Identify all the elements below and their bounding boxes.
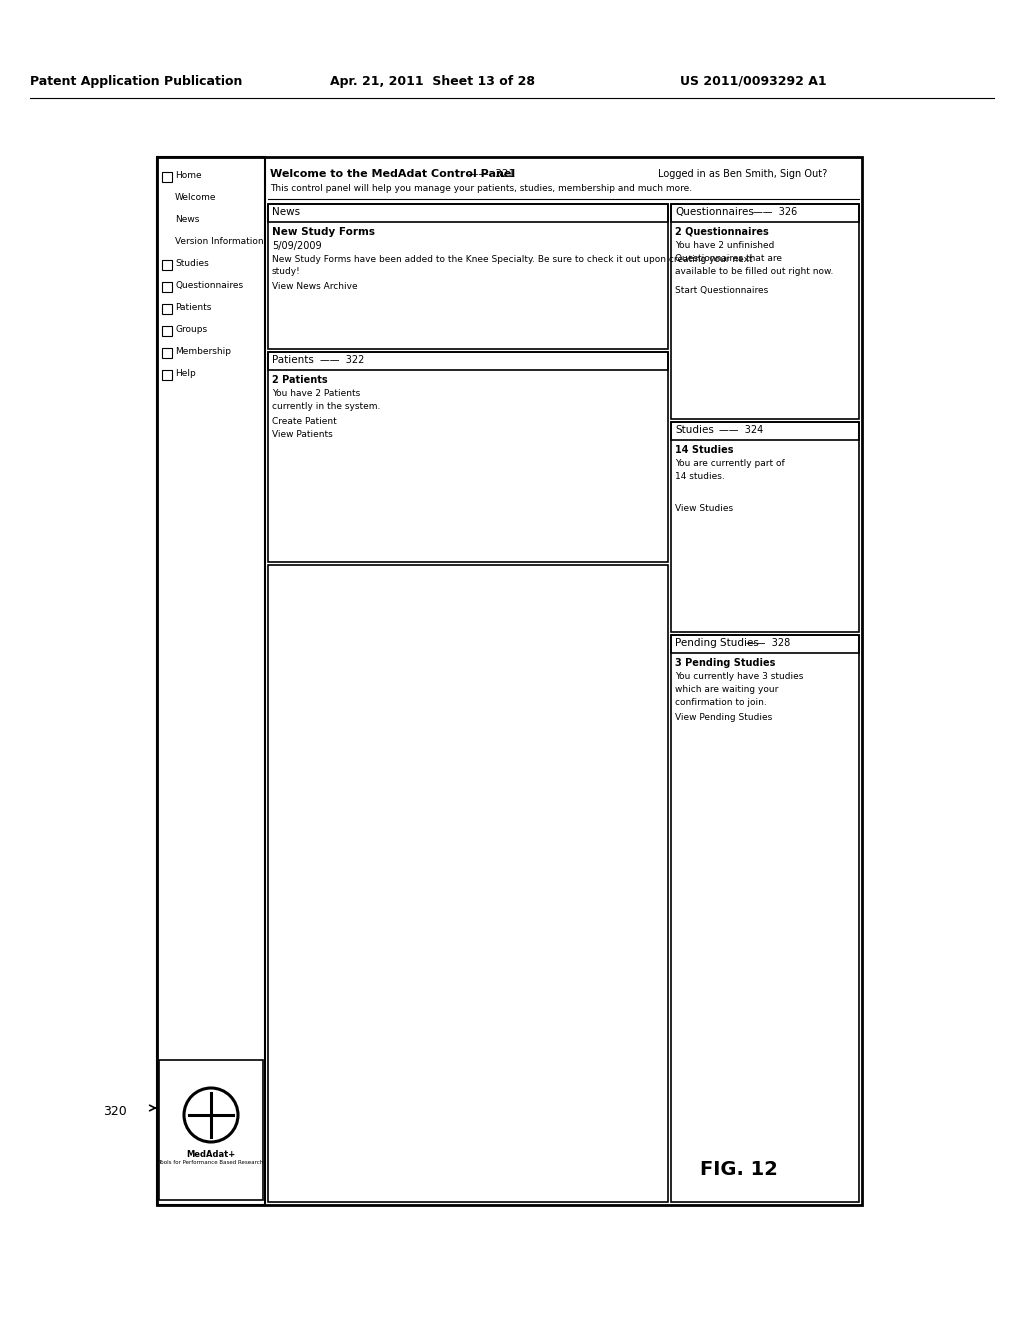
Bar — [671, 205, 859, 222]
Text: Questionnaires: Questionnaires — [675, 207, 754, 216]
Text: 14 Studies: 14 Studies — [675, 445, 733, 455]
Text: ——  322: —— 322 — [319, 355, 365, 366]
Text: study!: study! — [272, 267, 301, 276]
Bar — [162, 370, 172, 380]
Text: View Patients: View Patients — [272, 430, 333, 440]
Text: News: News — [272, 207, 300, 216]
Bar — [162, 304, 172, 314]
Bar — [157, 157, 862, 1205]
Bar — [162, 348, 172, 358]
Bar — [671, 635, 859, 653]
Bar — [671, 205, 859, 418]
Text: Patients: Patients — [175, 304, 211, 312]
Bar — [162, 282, 172, 292]
Bar — [162, 326, 172, 337]
Text: View Studies: View Studies — [675, 504, 733, 513]
Text: 2 Questionnaires: 2 Questionnaires — [675, 227, 769, 238]
Text: Patent Application Publication: Patent Application Publication — [30, 75, 243, 88]
Bar — [671, 422, 859, 632]
Text: Questionnaires: Questionnaires — [175, 281, 243, 290]
Text: available to be filled out right now.: available to be filled out right now. — [675, 267, 834, 276]
Bar — [268, 565, 668, 1203]
Text: ——  324: —— 324 — [719, 425, 763, 436]
Text: Welcome to the MedAdat Control Panel: Welcome to the MedAdat Control Panel — [270, 169, 515, 180]
Text: Tools for Performance Based Research: Tools for Performance Based Research — [159, 1160, 263, 1166]
Bar — [268, 352, 668, 562]
Text: ——  328: —— 328 — [746, 638, 791, 648]
Text: You have 2 Patients: You have 2 Patients — [272, 389, 360, 399]
Text: Logged in as Ben Smith, Sign Out?: Logged in as Ben Smith, Sign Out? — [658, 169, 827, 180]
Text: Membership: Membership — [175, 347, 231, 356]
Bar — [671, 422, 859, 440]
Text: 2 Patients: 2 Patients — [272, 375, 328, 385]
Text: News: News — [175, 215, 200, 224]
Bar — [268, 352, 668, 370]
Text: You are currently part of: You are currently part of — [675, 459, 784, 469]
Text: Version Information: Version Information — [175, 238, 263, 246]
Bar — [162, 172, 172, 182]
Text: ——  321: —— 321 — [468, 169, 515, 180]
Bar — [157, 157, 265, 1205]
Text: Apr. 21, 2011  Sheet 13 of 28: Apr. 21, 2011 Sheet 13 of 28 — [330, 75, 535, 88]
Text: Groups: Groups — [175, 325, 207, 334]
Text: Start Questionnaires: Start Questionnaires — [675, 286, 768, 294]
Text: View Pending Studies: View Pending Studies — [675, 713, 772, 722]
Text: which are waiting your: which are waiting your — [675, 685, 778, 694]
Text: 14 studies.: 14 studies. — [675, 473, 725, 480]
Text: Home: Home — [175, 172, 202, 180]
Text: Pending Studies: Pending Studies — [675, 638, 759, 648]
Bar — [162, 260, 172, 271]
Text: Studies: Studies — [175, 259, 209, 268]
Bar — [268, 205, 668, 222]
Text: Questionnaires that are: Questionnaires that are — [675, 253, 782, 263]
Text: You currently have 3 studies: You currently have 3 studies — [675, 672, 804, 681]
Text: US 2011/0093292 A1: US 2011/0093292 A1 — [680, 75, 826, 88]
Bar — [159, 1060, 263, 1200]
Bar — [268, 205, 668, 348]
Text: View News Archive: View News Archive — [272, 282, 357, 290]
Text: MedAdat+: MedAdat+ — [186, 1150, 236, 1159]
Text: Create Patient: Create Patient — [272, 417, 337, 426]
Text: Studies: Studies — [675, 425, 714, 436]
Text: New Study Forms have been added to the Knee Specialty. Be sure to check it out u: New Study Forms have been added to the K… — [272, 255, 753, 264]
Text: FIG. 12: FIG. 12 — [700, 1160, 778, 1179]
Text: 3 Pending Studies: 3 Pending Studies — [675, 657, 775, 668]
Text: 5/09/2009: 5/09/2009 — [272, 242, 322, 251]
Text: Help: Help — [175, 370, 196, 378]
Text: 320: 320 — [103, 1105, 127, 1118]
Text: currently in the system.: currently in the system. — [272, 403, 380, 411]
Text: confirmation to join.: confirmation to join. — [675, 698, 767, 708]
Bar — [671, 635, 859, 1203]
Text: New Study Forms: New Study Forms — [272, 227, 375, 238]
Text: Patients: Patients — [272, 355, 314, 366]
Text: This control panel will help you manage your patients, studies, membership and m: This control panel will help you manage … — [270, 183, 692, 193]
Text: Welcome: Welcome — [175, 193, 216, 202]
Text: You have 2 unfinished: You have 2 unfinished — [675, 242, 774, 249]
Text: ——  326: —— 326 — [753, 207, 798, 216]
